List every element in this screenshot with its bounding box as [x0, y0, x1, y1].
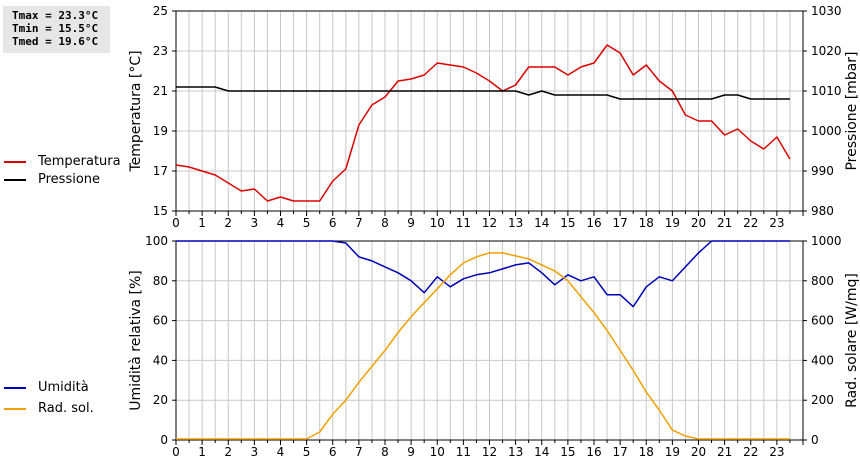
- x-tick-label: 13: [508, 445, 523, 459]
- x-tick-label: 20: [691, 445, 706, 459]
- x-tick-label: 17: [612, 445, 627, 459]
- stats-box: Tmax = 23.3°C Tmin = 15.5°C Tmed = 19.6°…: [3, 6, 110, 53]
- y2-tick-label: 1000: [811, 234, 842, 248]
- tmax-text: Tmax = 23.3°C: [12, 9, 99, 22]
- legend-item-radiation: Rad. sol.: [4, 401, 94, 416]
- legend-label-radiation: Rad. sol.: [38, 401, 94, 416]
- y-tick-label: 100: [145, 234, 168, 248]
- x-tick-label: 10: [430, 216, 445, 230]
- x-tick-label: 4: [277, 445, 285, 459]
- y2-tick-label: 800: [811, 274, 834, 288]
- x-tick-label: 3: [251, 445, 259, 459]
- y2-axis-title: Pressione [mbar]: [844, 51, 860, 170]
- y-tick-label: 21: [153, 84, 168, 98]
- y2-tick-label: 200: [811, 393, 834, 407]
- x-tick-label: 9: [407, 216, 415, 230]
- x-tick-label: 23: [769, 445, 784, 459]
- x-tick-label: 8: [381, 445, 389, 459]
- x-tick-label: 14: [534, 445, 549, 459]
- x-tick-label: 19: [665, 216, 680, 230]
- series-line-umidit: [176, 240, 790, 308]
- x-tick-label: 20: [691, 216, 706, 230]
- legend-swatch-temperature: [4, 160, 26, 163]
- x-tick-label: 13: [508, 216, 523, 230]
- x-tick-label: 3: [251, 216, 259, 230]
- y2-tick-label: 1020: [811, 44, 842, 58]
- legend-item-pressure: Pressione: [4, 172, 100, 187]
- x-tick-label: 1: [198, 216, 206, 230]
- tmed-text: Tmed = 19.6°C: [12, 35, 99, 48]
- y-tick-label: 80: [153, 274, 168, 288]
- x-tick-label: 6: [329, 445, 337, 459]
- x-tick-label: 12: [482, 216, 497, 230]
- x-tick-label: 23: [769, 216, 784, 230]
- x-tick-label: 8: [381, 216, 389, 230]
- chart-panel-humidity-radiation: 0 1 2 3 4 5 6 7 8 9 10 11 12 13 14 15 16 17 18 19 20 21 22 2302…: [128, 234, 860, 459]
- y-tick-label: 17: [153, 164, 168, 178]
- x-tick-label: 7: [355, 445, 363, 459]
- x-tick-label: 18: [639, 216, 654, 230]
- x-tick-label: 16: [586, 216, 601, 230]
- x-tick-label: 4: [277, 216, 285, 230]
- series-line-temperatura: [175, 44, 791, 202]
- y2-tick-label: 1030: [811, 4, 842, 18]
- y2-tick-label: 1010: [811, 84, 842, 98]
- legend-swatch-pressure: [4, 178, 26, 181]
- y2-tick-label: 980: [811, 204, 834, 218]
- x-tick-label: 6: [329, 216, 337, 230]
- chart-panel-temp-pressure: 0 1 2 3 4 5 6 7 8 9 10 11 12 13 14 15 16 17 18 19 20 21 22 2315…: [128, 4, 860, 230]
- y-tick-label: 19: [153, 124, 168, 138]
- y2-tick-label: 600: [811, 314, 834, 328]
- x-tick-label: 10: [430, 445, 445, 459]
- series-line-rad-sol: [176, 252, 790, 440]
- x-tick-label: 15: [560, 445, 575, 459]
- x-tick-label: 18: [639, 445, 654, 459]
- legend-label-pressure: Pressione: [38, 172, 101, 187]
- x-tick-label: 7: [355, 216, 363, 230]
- y-tick-label: 0: [160, 433, 168, 447]
- tmin-text: Tmin = 15.5°C: [12, 22, 99, 35]
- y-axis-title: Umidità relativa [%]: [128, 270, 144, 411]
- legend-item-temperature: Temperatura: [4, 154, 121, 169]
- x-tick-label: 2: [224, 445, 232, 459]
- x-tick-label: 0: [172, 216, 180, 230]
- x-tick-label: 17: [612, 216, 627, 230]
- legend-item-humidity: Umidità: [4, 380, 89, 395]
- legend-swatch-radiation: [4, 407, 26, 410]
- y-tick-label: 25: [153, 4, 168, 18]
- x-tick-label: 2: [224, 216, 232, 230]
- x-tick-label: 21: [717, 445, 732, 459]
- y-tick-label: 20: [153, 393, 168, 407]
- legend-label-humidity: Umidità: [38, 380, 89, 395]
- x-tick-label: 12: [482, 445, 497, 459]
- y2-axis-title: Rad. solare [W/mq]: [844, 273, 860, 408]
- x-tick-label: 0: [172, 445, 180, 459]
- series-line-pressione: [176, 86, 790, 100]
- x-tick-label: 16: [586, 445, 601, 459]
- x-tick-label: 21: [717, 216, 732, 230]
- y-tick-label: 23: [153, 44, 168, 58]
- legend-label-temperature: Temperatura: [38, 154, 121, 169]
- x-tick-label: 11: [456, 445, 471, 459]
- legend-swatch-humidity: [4, 386, 26, 389]
- x-tick-label: 5: [303, 445, 311, 459]
- y-tick-label: 15: [153, 204, 168, 218]
- y2-tick-label: 0: [811, 433, 819, 447]
- x-tick-label: 9: [407, 445, 415, 459]
- y-axis-title: Temperatura [°C]: [128, 50, 144, 172]
- y2-tick-label: 400: [811, 353, 834, 367]
- x-tick-label: 15: [560, 216, 575, 230]
- x-tick-label: 22: [743, 216, 758, 230]
- y-tick-label: 60: [153, 314, 168, 328]
- x-tick-label: 14: [534, 216, 549, 230]
- x-tick-label: 5: [303, 216, 311, 230]
- y-tick-label: 40: [153, 353, 168, 367]
- x-tick-label: 1: [198, 445, 206, 459]
- x-tick-label: 19: [665, 445, 680, 459]
- x-tick-label: 22: [743, 445, 758, 459]
- x-tick-label: 11: [456, 216, 471, 230]
- y2-tick-label: 990: [811, 164, 834, 178]
- y2-tick-label: 1000: [811, 124, 842, 138]
